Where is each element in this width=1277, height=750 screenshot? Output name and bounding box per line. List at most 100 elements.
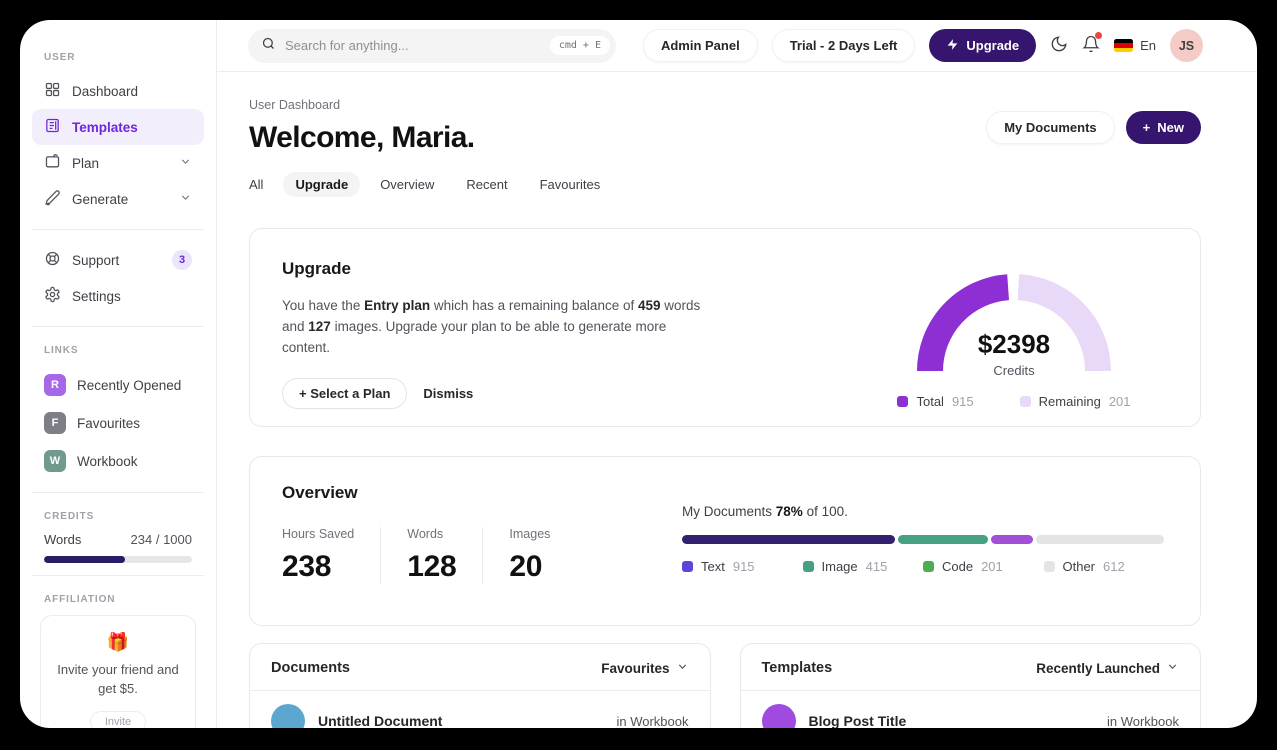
grid-icon xyxy=(44,81,61,101)
sidebar-item-support[interactable]: Support 3 xyxy=(32,242,204,278)
chevron-down-icon xyxy=(179,155,192,171)
chevron-down-icon xyxy=(676,660,689,676)
affiliation-card: 🎁 Invite your friend and get $5. Invite xyxy=(40,615,196,728)
sidebar-item-templates[interactable]: Templates xyxy=(32,109,204,145)
admin-panel-button[interactable]: Admin Panel xyxy=(642,29,758,62)
tab-upgrade[interactable]: Upgrade xyxy=(283,172,361,197)
document-icon xyxy=(44,117,61,137)
sidebar-section-user: USER xyxy=(44,52,76,63)
documents-card-title: Documents xyxy=(271,660,350,676)
link-badge: F xyxy=(44,412,66,434)
search-bar[interactable]: cmd + E xyxy=(248,28,616,63)
legend-swatch xyxy=(1019,396,1031,407)
credits-gauge-chart: $2398 Credits Total 915 Remaining xyxy=(864,257,1164,409)
document-location: in Workbook xyxy=(616,713,689,729)
sidebar-item-label: Dashboard xyxy=(72,83,139,99)
sidebar-link-recently-opened[interactable]: R Recently Opened xyxy=(32,366,204,404)
plus-icon: + xyxy=(1142,120,1151,135)
overview-card: Overview Hours Saved 238 Words 128 Image… xyxy=(249,456,1201,626)
gauge-legend-total: Total 915 xyxy=(897,394,974,409)
topbar: cmd + E Admin Panel Trial - 2 Days Left … xyxy=(217,20,1257,72)
search-icon xyxy=(261,36,276,56)
bar-legend-other: Other 612 xyxy=(1043,559,1165,574)
sidebar-item-label: Settings xyxy=(72,288,121,304)
upgrade-card-title: Upgrade xyxy=(282,259,351,278)
sidebar-link-favourites[interactable]: F Favourites xyxy=(32,404,204,442)
link-badge: W xyxy=(44,450,66,472)
tab-all[interactable]: All xyxy=(249,177,264,192)
bar-legend-code: Code 201 xyxy=(923,559,1044,574)
sidebar-item-generate[interactable]: Generate xyxy=(32,181,204,217)
gauge-segment-total xyxy=(917,274,1010,372)
gauge-svg xyxy=(917,274,1111,372)
language-label: En xyxy=(1140,38,1156,53)
templates-filter-dropdown[interactable]: Recently Launched xyxy=(1036,660,1179,676)
progress-label: My Documents 78% of 100. xyxy=(682,504,848,519)
document-name: Untitled Document xyxy=(318,713,443,728)
affiliation-text: Invite your friend and get $5. xyxy=(57,662,179,696)
credits-label: Words xyxy=(44,532,82,547)
my-documents-button[interactable]: My Documents xyxy=(986,111,1115,144)
legend-swatch xyxy=(682,561,693,572)
sidebar-section-affiliation: AFFILIATION xyxy=(44,594,116,605)
moon-icon xyxy=(1050,35,1068,56)
page-content: User Dashboard Welcome, Maria. My Docume… xyxy=(217,72,1257,728)
sidebar-section-credits: CREDITS xyxy=(44,511,95,522)
gift-icon: 🎁 xyxy=(106,632,130,652)
chevron-down-icon xyxy=(179,191,192,207)
credits-progress-fill xyxy=(44,556,126,563)
divider xyxy=(32,575,204,576)
stacked-progress-bar xyxy=(682,535,1164,544)
template-avatar xyxy=(761,704,796,728)
bar-segment-image xyxy=(897,535,988,544)
legend-swatch xyxy=(923,561,934,572)
invite-button[interactable]: Invite xyxy=(89,710,147,728)
template-list-item[interactable]: Blog Post Title in Workbook xyxy=(741,691,1201,728)
tab-favourites[interactable]: Favourites xyxy=(539,177,601,192)
language-selector[interactable]: En xyxy=(1114,38,1156,53)
bar-segment-code xyxy=(990,535,1034,544)
tab-overview[interactable]: Overview xyxy=(380,177,435,192)
user-avatar[interactable]: JS xyxy=(1170,29,1203,62)
template-location: in Workbook xyxy=(1106,713,1179,729)
documents-filter-dropdown[interactable]: Favourites xyxy=(601,660,688,676)
credits-progress-track xyxy=(44,556,192,563)
overview-card-title: Overview xyxy=(282,483,358,502)
sidebar-link-label: Recently Opened xyxy=(77,377,182,393)
upgrade-button[interactable]: Upgrade xyxy=(929,29,1037,62)
dark-mode-toggle[interactable] xyxy=(1050,35,1068,56)
trial-status-button[interactable]: Trial - 2 Days Left xyxy=(771,29,916,62)
select-plan-button[interactable]: + Select a Plan xyxy=(282,377,408,409)
documents-progress-chart: My Documents 78% of 100. Text 915 Image … xyxy=(682,504,1164,597)
sidebar-link-label: Workbook xyxy=(77,453,138,469)
divider xyxy=(32,229,204,230)
dismiss-button[interactable]: Dismiss xyxy=(423,385,474,401)
divider xyxy=(32,326,204,327)
notification-dot xyxy=(1095,32,1103,39)
germany-flag-icon xyxy=(1114,39,1134,52)
breadcrumb: User Dashboard xyxy=(249,98,341,112)
credits-value: 234 / 1000 xyxy=(130,532,192,547)
notifications-button[interactable] xyxy=(1082,32,1103,56)
new-button[interactable]: + New xyxy=(1125,111,1201,144)
sidebar-item-label: Templates xyxy=(72,119,138,135)
sidebar-link-workbook[interactable]: W Workbook xyxy=(32,442,204,480)
search-input[interactable] xyxy=(285,38,541,53)
legend-swatch xyxy=(897,396,909,407)
sidebar-item-plan[interactable]: Plan xyxy=(32,145,204,181)
document-list-item[interactable]: Untitled Document in Workbook xyxy=(250,691,710,728)
wallet-icon xyxy=(44,153,61,173)
gear-icon xyxy=(44,286,61,306)
template-name: Blog Post Title xyxy=(808,713,907,728)
page-title: Welcome, Maria. xyxy=(249,121,475,154)
search-shortcut-hint: cmd + E xyxy=(549,36,610,55)
bar-segment-text xyxy=(682,535,895,544)
stat-images: Images 20 xyxy=(482,527,576,584)
chevron-down-icon xyxy=(1166,660,1179,676)
sidebar-item-settings[interactable]: Settings xyxy=(32,278,204,314)
sidebar: USER Dashboard Templates Plan Generate S… xyxy=(20,20,217,728)
upgrade-description: You have the Entry plan which has a rema… xyxy=(282,298,701,355)
tab-recent[interactable]: Recent xyxy=(466,177,508,192)
sidebar-item-dashboard[interactable]: Dashboard xyxy=(32,73,204,109)
bar-legend-text: Text 915 xyxy=(682,559,803,574)
